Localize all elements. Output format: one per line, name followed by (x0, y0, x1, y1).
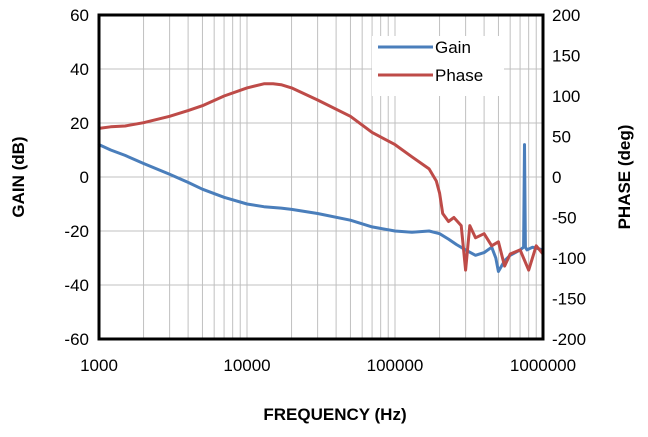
y2-tick-label: -200 (552, 330, 586, 349)
y-tick-label: 0 (80, 168, 89, 187)
y2-tick-label: 100 (552, 87, 580, 106)
series-line-phase (97, 82, 545, 272)
plot-area-border (97, 13, 545, 341)
legend-label-phase: Phase (435, 66, 483, 85)
y2-tick-label: -100 (552, 249, 586, 268)
y-tick-label: -40 (64, 276, 89, 295)
x-axis-title: FREQUENCY (Hz) (263, 405, 406, 424)
y-tick-label: 60 (70, 6, 89, 25)
y2-tick-label: 200 (552, 6, 580, 25)
y2-tick-label: 150 (552, 47, 580, 66)
grid (99, 15, 543, 339)
x-tick-label: 100000 (367, 356, 424, 375)
y2-tick-label: 50 (552, 128, 571, 147)
y2-tick-label: -50 (552, 209, 577, 228)
x-tick-label: 1000000 (510, 356, 576, 375)
y-tick-label: -60 (64, 330, 89, 349)
y-tick-label: 40 (70, 60, 89, 79)
series-layer (97, 82, 545, 273)
x-tick-label: 10000 (223, 356, 270, 375)
tick-labels: 1000 10000 100000 10000006040200-20-40-6020… (64, 6, 586, 375)
y2-tick-label: 0 (552, 168, 561, 187)
legend-label-gain: Gain (435, 38, 471, 57)
x-tick-label: 1000 (80, 356, 118, 375)
y2-axis-title: PHASE (deg) (615, 125, 634, 230)
legend: Gain Phase (372, 36, 504, 96)
y-tick-label: 20 (70, 114, 89, 133)
y-axis-title: GAIN (dB) (9, 136, 28, 217)
y2-tick-label: -150 (552, 290, 586, 309)
y-tick-label: -20 (64, 222, 89, 241)
